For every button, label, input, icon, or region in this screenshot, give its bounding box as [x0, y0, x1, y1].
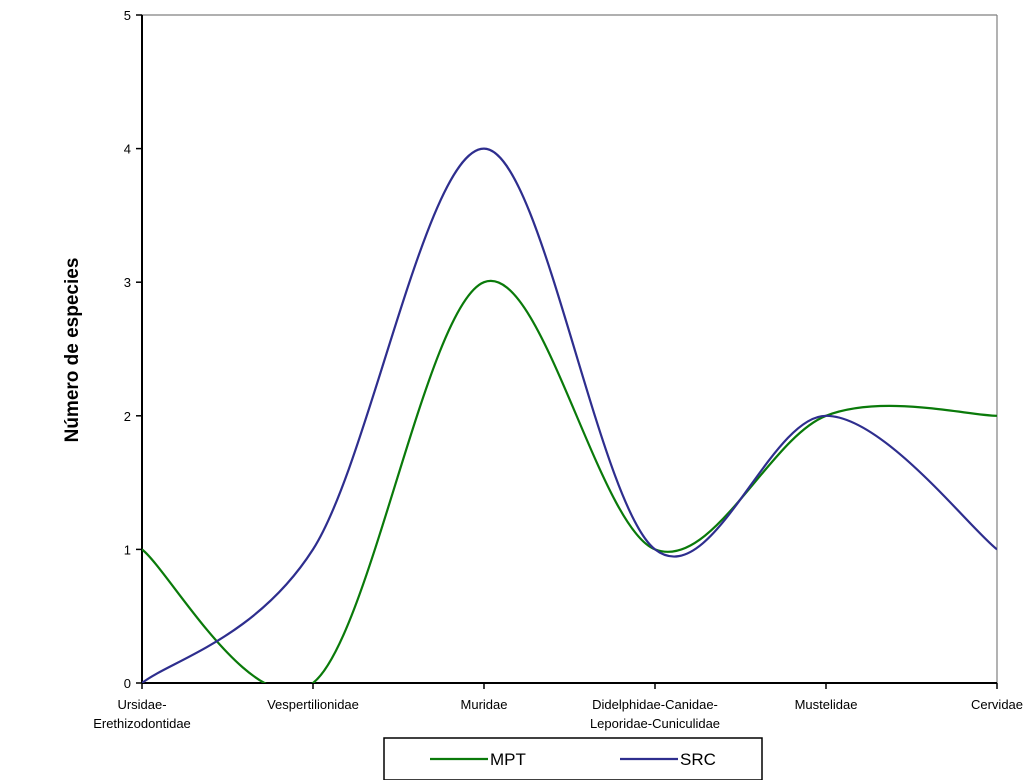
- y-axis: 0 1 2 3 4 5: [124, 8, 143, 691]
- x-tick-label: Ursidae- Erethizodontidae: [93, 697, 191, 731]
- x-tick-label: Mustelidae: [795, 697, 858, 712]
- series-layer: [142, 147, 997, 683]
- x-tick-label-line: Vespertilionidae: [267, 697, 359, 712]
- x-tick-label-line: Mustelidae: [795, 697, 858, 712]
- y-tick-label: 0: [124, 676, 131, 691]
- x-tick-label-line: Didelphidae-Canidae-: [592, 697, 718, 712]
- plot-frame: [142, 14, 998, 683]
- y-tick-label: 1: [124, 542, 131, 557]
- y-tick-label: 2: [124, 409, 131, 424]
- x-tick-label: Didelphidae-Canidae- Leporidae-Cuniculida…: [590, 697, 720, 731]
- x-axis: Ursidae- Erethizodontidae Vespertilionidae…: [93, 682, 1023, 731]
- x-tick-label-line: Leporidae-Cuniculidae: [590, 716, 720, 731]
- legend-label-mpt: MPT: [490, 750, 526, 769]
- y-tick-label: 3: [124, 275, 131, 290]
- x-tick-label-line: Ursidae-: [117, 697, 166, 712]
- y-axis-title: Número de especies: [62, 258, 83, 443]
- series-line-src: [142, 147, 997, 683]
- series-line-mpt: [142, 279, 997, 683]
- legend: MPT SRC: [383, 737, 763, 780]
- x-tick-label-line: Erethizodontidae: [93, 716, 191, 731]
- legend-label-src: SRC: [680, 750, 716, 769]
- x-tick-label: Vespertilionidae: [267, 697, 359, 712]
- x-tick-label: Muridae: [461, 697, 508, 712]
- x-tick-label: Cervidae: [971, 697, 1023, 712]
- y-tick-label: 4: [124, 142, 131, 157]
- x-tick-label-line: Cervidae: [971, 697, 1023, 712]
- y-tick-label: 5: [124, 8, 131, 23]
- x-tick-label-line: Muridae: [461, 697, 508, 712]
